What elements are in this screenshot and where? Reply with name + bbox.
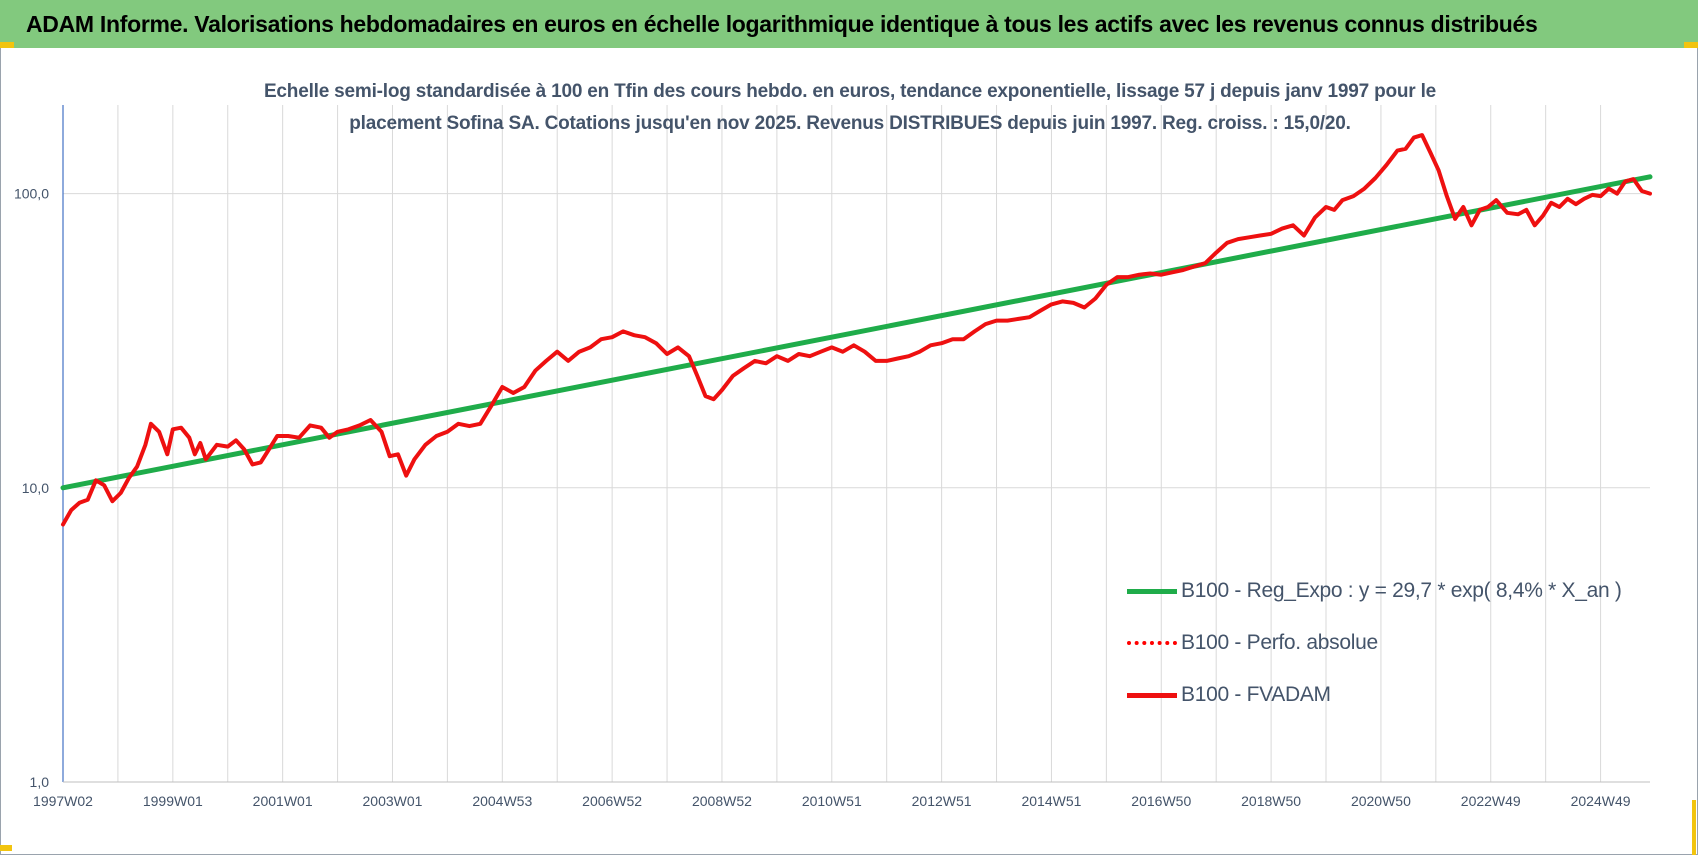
corner-accent-top-left <box>0 42 14 48</box>
header-title: ADAM Informe. Valorisations hebdomadaire… <box>26 10 1538 37</box>
x-tick-label: 2014W51 <box>1021 793 1081 809</box>
x-tick-label: 2022W49 <box>1461 793 1521 809</box>
x-tick-label: 2016W50 <box>1131 793 1191 809</box>
corner-accent-top-right <box>1684 42 1698 48</box>
legend-swatch-fvadam <box>1127 692 1177 698</box>
legend-label-trend: B100 - Reg_Expo : y = 29,7 * exp( 8,4% *… <box>1181 579 1622 602</box>
legend-label-fvadam: B100 - FVADAM <box>1181 683 1331 706</box>
x-tick-label: 1997W02 <box>33 793 93 809</box>
legend-item-trend: B100 - Reg_Expo : y = 29,7 * exp( 8,4% *… <box>1127 565 1687 617</box>
axis-layer <box>62 105 1650 783</box>
legend-item-perfo: B100 - Perfo. absolue <box>1127 617 1687 669</box>
header-bar: ADAM Informe. Valorisations hebdomadaire… <box>0 0 1698 48</box>
chart-legend: B100 - Reg_Expo : y = 29,7 * exp( 8,4% *… <box>1127 565 1687 721</box>
y-tick-label: 10,0 <box>22 480 49 496</box>
chart-title-line-2: placement Sofina SA. Cotations jusqu'en … <box>349 113 1351 134</box>
x-tick-label: 2004W53 <box>472 793 532 809</box>
x-tick-label: 2012W51 <box>912 793 972 809</box>
series-line-fvadam <box>61 133 1652 527</box>
legend-item-fvadam: B100 - FVADAM <box>1127 669 1687 721</box>
x-tick-label: 2001W01 <box>253 793 313 809</box>
x-tick-label: 1999W01 <box>143 793 203 809</box>
y-tick-label: 1,0 <box>30 774 50 790</box>
legend-swatch-trend <box>1127 588 1177 594</box>
x-tick-label: 2024W49 <box>1571 793 1631 809</box>
chart-title-line-1: Echelle semi-log standardisée à 100 en T… <box>263 81 1437 102</box>
tick-labels: 1,0 10,0 100,0 1997W02 1999W01 2001W01 2003W01… <box>14 186 1631 809</box>
x-tick-label: 2003W01 <box>363 793 423 809</box>
x-tick-label: 2020W50 <box>1351 793 1411 809</box>
series-layer <box>60 133 1653 527</box>
y-tick-label: 100,0 <box>14 186 49 202</box>
x-tick-label: 2018W50 <box>1241 793 1301 809</box>
chart-area: 1,0 10,0 100,0 1997W02 1999W01 2001W01 2003W01… <box>14 105 1653 809</box>
corner-accent-bottom-left <box>0 845 12 851</box>
legend-label-perfo: B100 - Perfo. absolue <box>1181 631 1378 654</box>
x-tick-label: 2006W52 <box>582 793 642 809</box>
corner-accent-bottom-right <box>1692 800 1696 855</box>
series-line-trend <box>60 174 1653 491</box>
legend-swatch-perfo <box>1127 641 1177 645</box>
chart-title: Echelle semi-log standardisée à 100 en T… <box>160 76 1540 140</box>
x-tick-label: 2010W51 <box>802 793 862 809</box>
x-tick-label: 2008W52 <box>692 793 752 809</box>
